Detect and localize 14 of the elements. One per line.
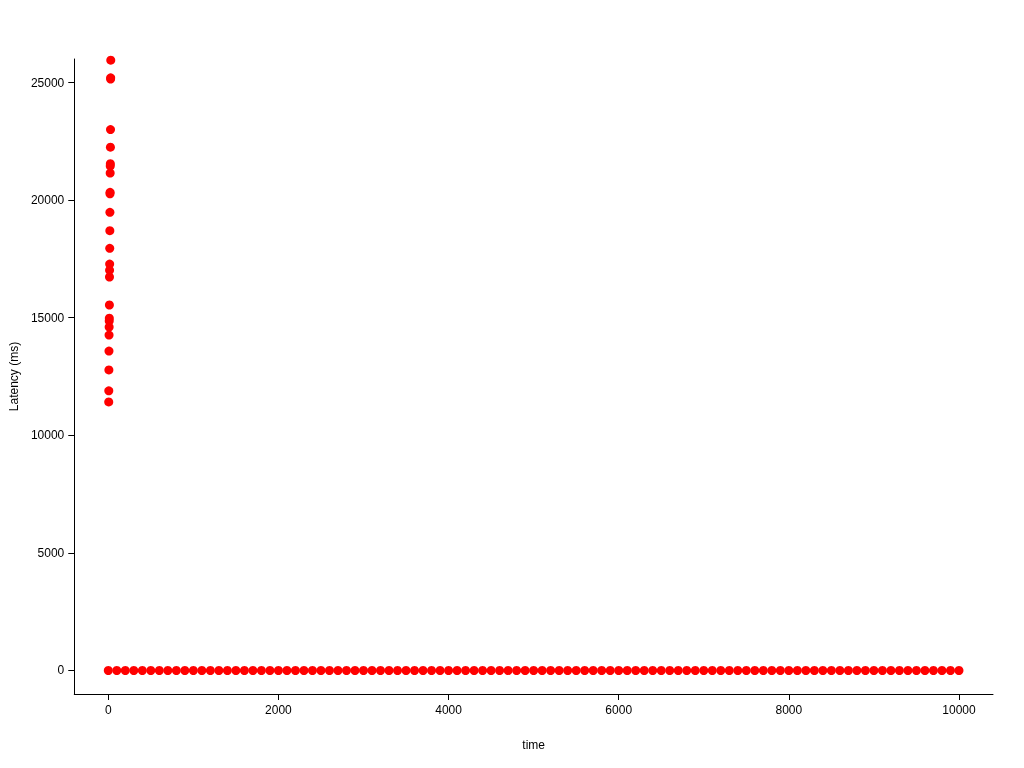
x-tick-label: 0 bbox=[104, 703, 112, 717]
x-tick-label: 10000 bbox=[942, 703, 976, 717]
x-axis-title: time bbox=[522, 738, 546, 752]
y-tick-label: 0 bbox=[57, 663, 65, 678]
x-tick-label: 4000 bbox=[435, 703, 463, 717]
y-tick-label: 15000 bbox=[30, 310, 65, 325]
x-tick-label: 8000 bbox=[775, 703, 803, 717]
y-axis-title: Latency (ms) bbox=[7, 341, 21, 412]
x-tick-label: 6000 bbox=[605, 703, 633, 717]
y-tick-label: 20000 bbox=[30, 193, 65, 208]
y-tick-label: 5000 bbox=[37, 545, 65, 560]
y-tick-label: 10000 bbox=[30, 428, 65, 443]
y-tick-label: 25000 bbox=[30, 75, 65, 90]
x-tick-label: 2000 bbox=[265, 703, 293, 717]
